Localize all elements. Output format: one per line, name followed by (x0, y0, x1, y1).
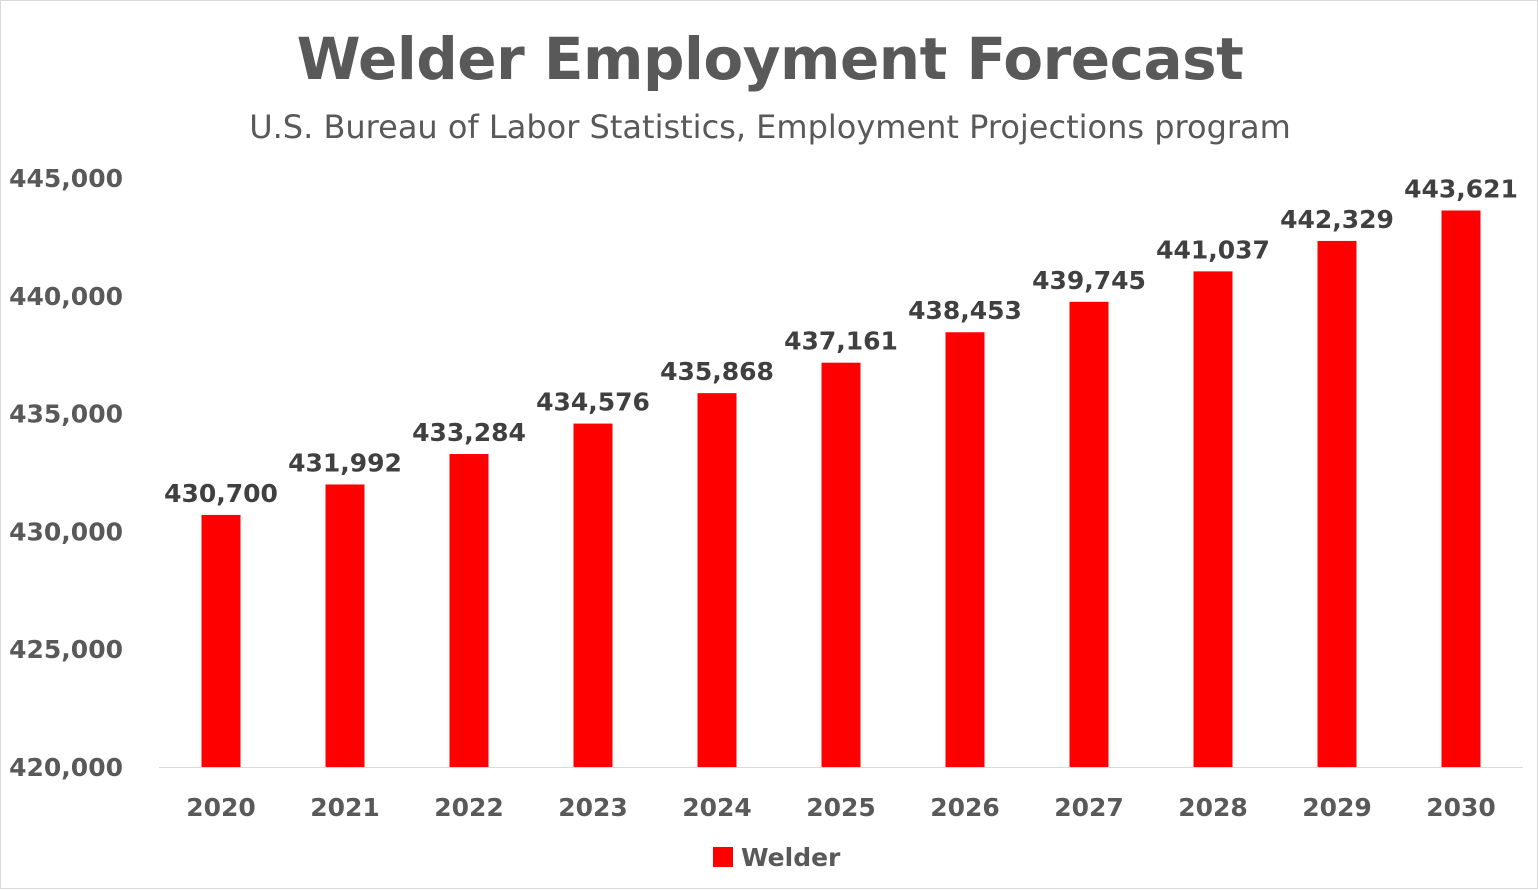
bar-2028 (1193, 271, 1233, 767)
bar-2022 (449, 454, 489, 767)
y-tick-label: 420,000 (9, 753, 123, 782)
data-label-2030: 443,621 (1404, 174, 1518, 203)
chart-title: Welder Employment Forecast (296, 25, 1244, 93)
x-tick-label-2030: 2030 (1426, 793, 1496, 822)
data-labels: 430,700 431,992 433,284 434,576 435,868 437,1… (164, 174, 1518, 507)
data-label-2022: 433,284 (412, 418, 526, 447)
x-tick-label-2026: 2026 (930, 793, 1000, 822)
x-tick-label-2025: 2025 (806, 793, 876, 822)
bar-2026 (945, 332, 985, 767)
bar-2030 (1441, 210, 1481, 767)
bar-2021 (325, 484, 365, 767)
x-tick-label-2029: 2029 (1302, 793, 1372, 822)
y-tick-label: 445,000 (9, 164, 123, 193)
x-tick-label-2022: 2022 (434, 793, 504, 822)
bar-2024 (697, 393, 737, 767)
y-tick-label: 425,000 (9, 635, 123, 664)
x-tick-label-2020: 2020 (186, 793, 256, 822)
x-tick-label-2021: 2021 (310, 793, 380, 822)
bar-2029 (1317, 240, 1357, 767)
y-tick-label: 430,000 (9, 517, 123, 546)
x-tick-label-2024: 2024 (682, 793, 752, 822)
data-label-2026: 438,453 (908, 296, 1022, 325)
data-label-2025: 437,161 (784, 327, 898, 356)
chart-subtitle: U.S. Bureau of Labor Statistics, Employm… (249, 108, 1291, 146)
y-axis: 420,000 425,000 430,000 435,000 440,000 445,0… (9, 164, 123, 782)
legend-label-welder: Welder (741, 842, 841, 872)
data-label-2024: 435,868 (660, 357, 774, 386)
bar-2020 (201, 514, 241, 767)
legend-swatch (713, 847, 733, 867)
data-label-2020: 430,700 (164, 479, 278, 508)
data-label-2029: 442,329 (1280, 205, 1394, 234)
bar-2027 (1069, 301, 1109, 767)
bar-2025 (821, 362, 861, 767)
x-tick-label-2028: 2028 (1178, 793, 1248, 822)
bar-2023 (573, 423, 613, 767)
x-tick-label-2027: 2027 (1054, 793, 1124, 822)
data-label-2023: 434,576 (536, 388, 650, 417)
bars (201, 210, 1481, 767)
y-tick-label: 435,000 (9, 400, 123, 429)
x-tick-label-2023: 2023 (558, 793, 628, 822)
data-label-2027: 439,745 (1032, 266, 1146, 295)
legend: Welder (713, 839, 840, 875)
data-label-2021: 431,992 (288, 448, 402, 477)
y-tick-label: 440,000 (9, 282, 123, 311)
x-axis: 2020 2021 2022 2023 2024 2025 2026 2027 2028 2029… (159, 767, 1523, 822)
data-label-2028: 441,037 (1156, 235, 1270, 264)
